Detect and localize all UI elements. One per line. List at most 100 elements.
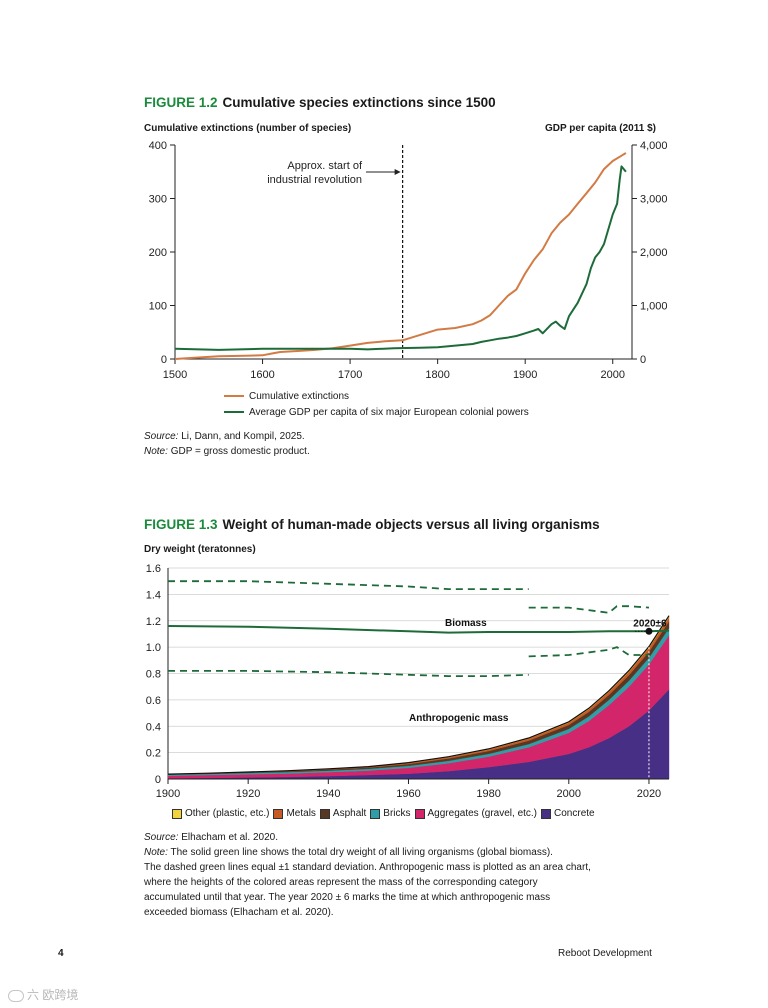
y-tick-label: 1.4 bbox=[146, 589, 161, 601]
figure12-note: GDP = gross domestic product. bbox=[170, 446, 310, 457]
y-tick-label: 100 bbox=[149, 301, 167, 313]
figure13-title: FIGURE 1.3 Weight of human-made objects v… bbox=[144, 517, 600, 532]
watermark: 六 欧跨境 bbox=[8, 986, 78, 1003]
figure12-title-text: Cumulative species extinctions since 150… bbox=[222, 95, 496, 110]
figure12-number: FIGURE 1.2 bbox=[144, 95, 218, 110]
x-tick-label: 1980 bbox=[476, 788, 500, 800]
legend-label-metals: Metals bbox=[286, 808, 316, 819]
figure12-left-axis-title: Cumulative extinctions (number of specie… bbox=[144, 123, 352, 134]
figure13-legend: Other (plastic, etc.) Metals Asphalt Bri… bbox=[172, 808, 599, 819]
legend-swatch-extinctions bbox=[224, 395, 244, 397]
figure12-source: Li, Dann, and Kompil, 2025. bbox=[181, 431, 305, 442]
figure12-right-axis-title: GDP per capita (2011 $) bbox=[545, 123, 656, 134]
annotation-line2: industrial revolution bbox=[267, 174, 362, 186]
x-tick-label: 1960 bbox=[396, 788, 420, 800]
legend-swatch-other bbox=[172, 808, 182, 819]
legend-item-metals: Metals bbox=[273, 808, 316, 819]
y-tick-label: 200 bbox=[149, 247, 167, 259]
y-tick-label: 400 bbox=[149, 140, 167, 152]
legend-swatch-concrete bbox=[541, 808, 552, 819]
biomass-lower-sd-line bbox=[168, 670, 529, 677]
figure12-chart: 0 100 200 300 400 0 1,000 2,000 3,000 4,000 1500 16… bbox=[149, 140, 668, 381]
y2-tick-label: 1,000 bbox=[640, 301, 668, 313]
legend-label-extinctions: Cumulative extinctions bbox=[249, 390, 350, 402]
figure13-note: The solid green line shows the total dry… bbox=[170, 847, 553, 858]
x-tick-label: 1900 bbox=[513, 369, 537, 381]
y-tick-label: 1.6 bbox=[146, 563, 161, 575]
legend-swatch-gdp bbox=[224, 411, 244, 413]
figure13-title-text: Weight of human-made objects versus all … bbox=[222, 517, 600, 532]
y2-tick-label: 2,000 bbox=[640, 247, 668, 259]
figure13-note-line: The dashed green lines equal ±1 standard… bbox=[144, 862, 591, 873]
y-tick-label: 300 bbox=[149, 194, 167, 206]
anthropogenic-total-line bbox=[167, 615, 670, 775]
annotation-line1: Approx. start of bbox=[287, 160, 363, 172]
x-tick-label: 1940 bbox=[316, 788, 340, 800]
gdp-line bbox=[174, 165, 627, 351]
y-tick-label: 0.2 bbox=[146, 748, 161, 760]
legend-swatch-asphalt bbox=[319, 808, 330, 819]
legend-item-asphalt: Asphalt bbox=[319, 808, 367, 819]
figure13-source-label: Source: bbox=[144, 832, 179, 843]
legend-item-bricks: Bricks bbox=[370, 808, 411, 819]
y2-tick-label: 4,000 bbox=[640, 140, 668, 152]
figure12-notes: Source: Li, Dann, and Kompil, 2025. Note… bbox=[144, 429, 310, 459]
x-tick-label: 1920 bbox=[236, 788, 260, 800]
biomass-upper-recent-sd-line bbox=[528, 605, 650, 614]
y-tick-label: 1.0 bbox=[146, 642, 161, 654]
x-tick-label: 1500 bbox=[163, 369, 187, 381]
legend-swatch-metals bbox=[273, 808, 284, 819]
x-tick-label: 2020 bbox=[637, 788, 661, 800]
extinctions-line bbox=[174, 152, 627, 360]
legend-item-concrete: Concrete bbox=[541, 808, 595, 819]
publication-name: Reboot Development bbox=[558, 948, 652, 959]
y2-tick-label: 0 bbox=[640, 354, 646, 366]
figure13-note-line: where the heights of the colored areas r… bbox=[144, 877, 538, 888]
figure12-note-label: Note: bbox=[144, 446, 168, 457]
legend-item-aggregates: Aggregates (gravel, etc.) bbox=[414, 808, 538, 819]
legend-swatch-bricks bbox=[370, 808, 381, 819]
figure13-notes: Source: Elhacham et al. 2020. Note: The … bbox=[144, 830, 684, 920]
crossing-point bbox=[645, 627, 653, 635]
figure13-axis-title: Dry weight (teratonnes) bbox=[144, 544, 256, 555]
biomass-upper-sd-line bbox=[168, 580, 529, 590]
y-tick-label: 0 bbox=[155, 774, 161, 786]
x-tick-label: 1600 bbox=[250, 369, 274, 381]
x-tick-label: 2000 bbox=[557, 788, 581, 800]
x-tick-label: 1900 bbox=[156, 788, 180, 800]
crossing-label: 2020±6 bbox=[633, 618, 667, 629]
figure12-source-label: Source: bbox=[144, 431, 179, 442]
legend-label-asphalt: Asphalt bbox=[332, 808, 367, 819]
annotation-arrow-icon bbox=[394, 169, 401, 175]
x-tick-label: 2000 bbox=[600, 369, 624, 381]
figure12-title: FIGURE 1.2 Cumulative species extinctions… bbox=[144, 95, 496, 110]
y-tick-label: 0.4 bbox=[146, 721, 161, 733]
legend-label-bricks: Bricks bbox=[383, 808, 411, 819]
y2-tick-label: 3,000 bbox=[640, 194, 668, 206]
biomass-line bbox=[167, 625, 670, 634]
legend-label-concrete: Concrete bbox=[554, 808, 595, 819]
watermark-text: 六 欧跨境 bbox=[27, 988, 79, 1002]
y-tick-label: 0.6 bbox=[146, 695, 161, 707]
legend-label-aggregates: Aggregates (gravel, etc.) bbox=[427, 808, 538, 819]
legend-item-other: Other (plastic, etc.) bbox=[172, 808, 269, 819]
legend-label-other: Other (plastic, etc.) bbox=[185, 808, 270, 819]
figure13-number: FIGURE 1.3 bbox=[144, 517, 218, 532]
legend-label-gdp: Average GDP per capita of six major Euro… bbox=[249, 406, 529, 418]
figure13-chart: 0 0.2 0.4 0.6 0.8 1.0 1.2 1.4 1.6 1900 1920 1940 196… bbox=[146, 563, 670, 800]
y-tick-label: 1.2 bbox=[146, 616, 161, 628]
biomass-lower-recent-sd-line bbox=[528, 646, 649, 658]
figure13-note-line: accumulated until that year. The year 20… bbox=[144, 892, 551, 903]
x-tick-label: 1700 bbox=[338, 369, 362, 381]
legend-swatch-aggregates bbox=[414, 808, 425, 819]
watermark-logo-icon bbox=[8, 989, 24, 1002]
figure13-note-line: exceeded biomass (Elhacham et al. 2020). bbox=[144, 907, 334, 918]
y-tick-label: 0.8 bbox=[146, 669, 161, 681]
x-tick-label: 1800 bbox=[425, 369, 449, 381]
figure13-source: Elhacham et al. 2020. bbox=[181, 832, 278, 843]
figure12-legend: Cumulative extinctions Average GDP per c… bbox=[224, 388, 529, 420]
biomass-label: Biomass bbox=[445, 618, 487, 629]
page-number: 4 bbox=[58, 948, 64, 959]
anthropogenic-label: Anthropogenic mass bbox=[409, 713, 509, 724]
figure13-note-label: Note: bbox=[144, 847, 168, 858]
